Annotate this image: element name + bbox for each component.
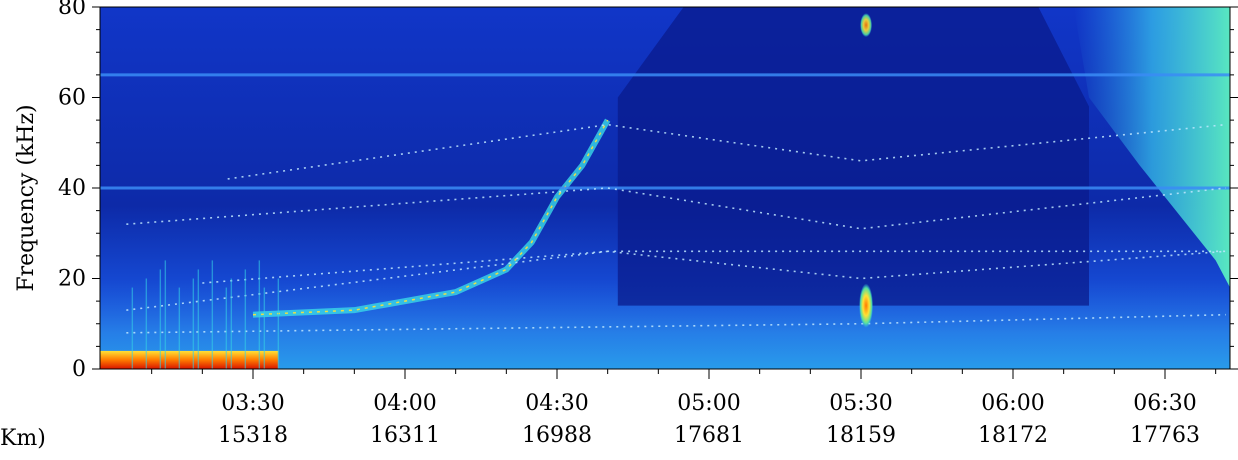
hot-band bbox=[100, 350, 279, 369]
x-tick-time-label: 03:30 bbox=[221, 391, 284, 416]
harmonic-band-2 bbox=[202, 250, 1226, 284]
harmonic-band-3 bbox=[126, 187, 1226, 230]
plot-area bbox=[100, 7, 1230, 369]
x-tick-distance-label: 16311 bbox=[370, 423, 440, 448]
harmonic-band-4 bbox=[227, 123, 1226, 180]
central-dark-region bbox=[617, 7, 1089, 306]
spectrogram-features bbox=[100, 7, 1230, 369]
x-tick-time-label: 05:00 bbox=[677, 391, 740, 416]
y-tick-label: 40 bbox=[58, 176, 86, 201]
y-tick-label: 60 bbox=[58, 86, 86, 111]
x-tick-distance-label: 17763 bbox=[1130, 423, 1200, 448]
y-tick-label: 0 bbox=[72, 357, 86, 382]
burst-emission bbox=[859, 283, 874, 328]
x-tick-distance-label: 18172 bbox=[978, 423, 1048, 448]
y-axis-label: Frequency (kHz) bbox=[14, 104, 39, 291]
x-tick-distance-label: 15318 bbox=[218, 423, 288, 448]
x-tick-time-label: 06:30 bbox=[1133, 391, 1196, 416]
x-tick-distance-label: 16988 bbox=[522, 423, 592, 448]
x-tick-time-label: 04:00 bbox=[373, 391, 436, 416]
x-axis: 03:30 15318 04:00 16311 04:30 16988 05:00 17681… bbox=[151, 369, 1217, 448]
x-axis-label-fragment: Km) bbox=[0, 426, 46, 451]
emission-boundary bbox=[252, 118, 611, 318]
right-emission-region bbox=[1073, 7, 1230, 288]
y-axis: 0 20 40 60 80 bbox=[58, 0, 1238, 382]
burst-emission-top bbox=[860, 13, 873, 38]
x-tick-time-label: 04:30 bbox=[525, 391, 588, 416]
y-tick-label: 20 bbox=[58, 267, 86, 292]
y-tick-label: 80 bbox=[58, 0, 86, 20]
x-tick-distance-label: 18159 bbox=[826, 423, 896, 448]
x-tick-distance-label: 17681 bbox=[674, 423, 744, 448]
x-tick-time-label: 06:00 bbox=[981, 391, 1044, 416]
x-tick-time-label: 05:30 bbox=[829, 391, 892, 416]
